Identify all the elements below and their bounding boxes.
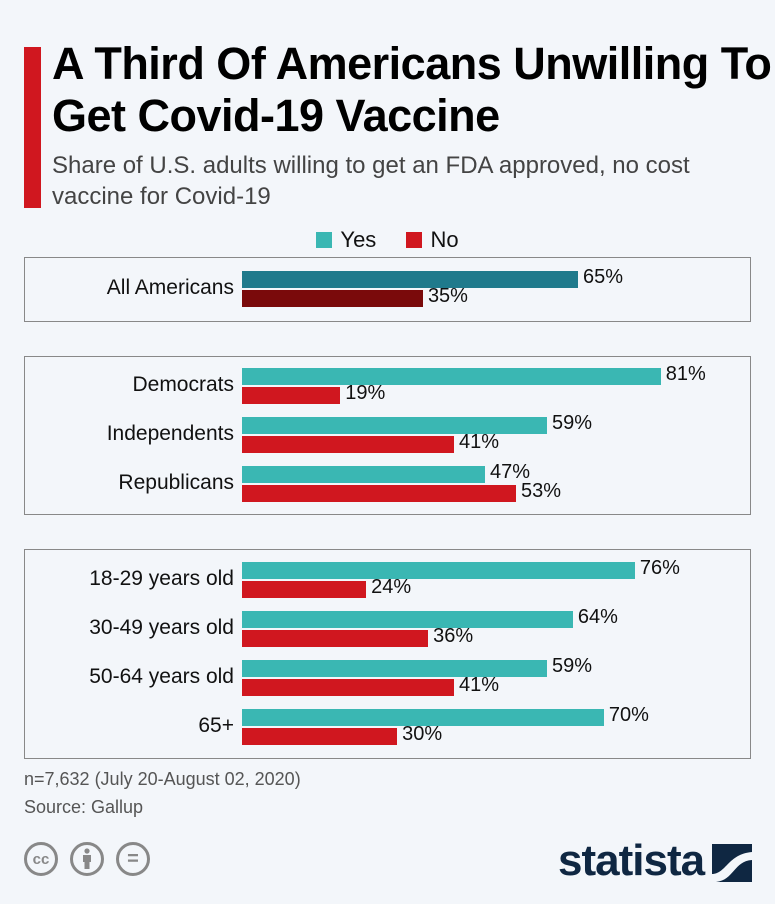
bar-no	[242, 436, 454, 453]
data-label-yes: 65%	[583, 266, 624, 288]
category-label: Independents	[106, 422, 234, 445]
panel-party: Democrats 81% 19% Independents 59% 41% Republi…	[24, 356, 751, 515]
bar-no	[242, 290, 423, 307]
category-label: Democrats	[132, 373, 234, 396]
cc-icon-label: cc	[32, 850, 50, 868]
bar-no	[242, 387, 341, 404]
legend: Yes No	[0, 227, 775, 254]
category-label: 30-49 years old	[89, 616, 234, 639]
category-label: 50-64 years old	[89, 665, 234, 688]
legend-swatch-no	[406, 232, 423, 248]
statista-logo[interactable]: statista	[558, 836, 705, 885]
person-glyph	[83, 848, 91, 869]
data-label-no: 35%	[427, 285, 468, 307]
bar-yes	[242, 611, 573, 628]
data-label-yes: 59%	[552, 412, 593, 434]
bar-yes	[242, 417, 548, 434]
bar-no	[242, 485, 516, 502]
data-label-no: 53%	[521, 480, 562, 502]
legend-label-yes: Yes	[340, 227, 377, 252]
nd-icon-label: =	[127, 847, 139, 870]
panel-overall: All Americans 65% 35%	[24, 257, 751, 322]
bar-yes	[242, 709, 604, 726]
data-label-no: 36%	[433, 625, 474, 647]
legend-swatch-yes	[316, 232, 333, 248]
chart-subtitle: Share of U.S. adults willing to get an F…	[52, 152, 690, 210]
data-label-yes: 59%	[552, 655, 593, 677]
data-label-no: 19%	[345, 382, 386, 404]
legend-item-yes: Yes	[316, 227, 376, 253]
category-label: All Americans	[106, 276, 234, 299]
bar-no	[242, 679, 454, 696]
no-derivatives-icon[interactable]: =	[116, 842, 150, 876]
source-note: Source: Gallup	[24, 797, 144, 817]
data-label-yes: 47%	[489, 461, 531, 483]
bar-yes	[242, 271, 579, 288]
bar-yes	[242, 660, 548, 677]
data-label-yes: 70%	[608, 704, 649, 726]
bar-yes	[242, 368, 661, 385]
legend-item-no: No	[406, 227, 459, 253]
attribution-icon[interactable]	[70, 842, 104, 876]
category-label: 65+	[198, 714, 234, 737]
data-label-no: 30%	[402, 723, 443, 745]
chart-title: A Third Of Americans Unwilling To Get Co…	[52, 38, 772, 141]
bar-no	[242, 728, 398, 745]
data-label-no: 41%	[458, 431, 499, 453]
data-label-yes: 81%	[665, 363, 706, 385]
bar-yes	[242, 466, 485, 483]
category-label: Republicans	[118, 471, 234, 494]
legend-label-no: No	[430, 227, 459, 252]
category-label: 18-29 years old	[89, 567, 234, 590]
bar-no	[242, 581, 367, 598]
panel-age: 18-29 years old 76% 24% 30-49 years old 64% 3…	[24, 549, 751, 759]
cc-icon[interactable]: cc	[24, 842, 58, 876]
data-label-no: 24%	[371, 576, 412, 598]
bar-no	[242, 630, 429, 647]
data-label-no: 41%	[458, 674, 499, 696]
bar-yes	[242, 562, 635, 579]
data-label-yes: 64%	[577, 606, 618, 628]
statista-logo-mark-icon	[712, 844, 752, 882]
data-label-yes: 76%	[639, 557, 680, 579]
title-accent-bar	[24, 47, 41, 208]
sample-note: n=7,632 (July 20-August 02, 2020)	[24, 769, 301, 789]
